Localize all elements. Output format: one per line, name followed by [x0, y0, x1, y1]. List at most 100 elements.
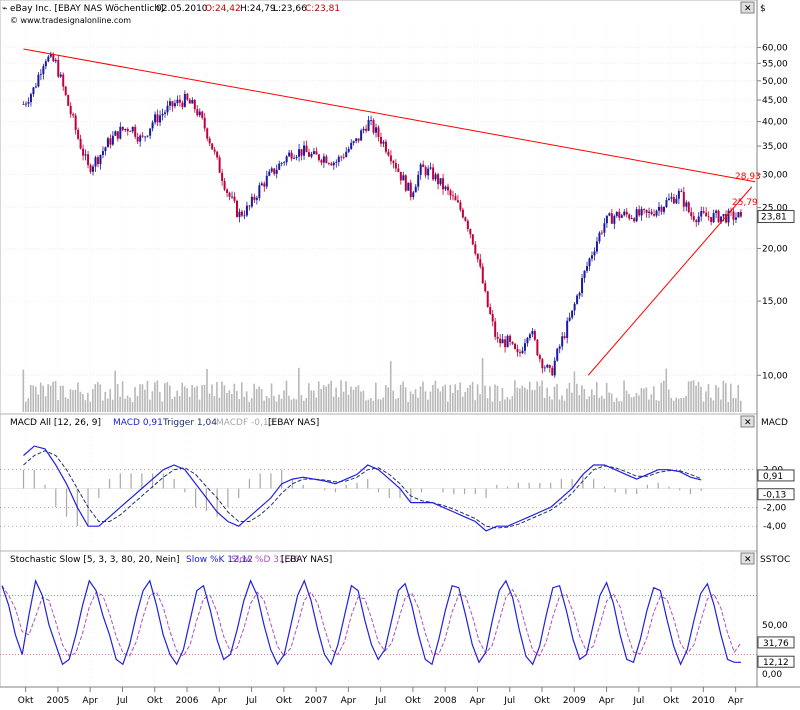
candle-body: [705, 212, 708, 217]
candle-body: [628, 214, 631, 219]
macd-marker-box: [757, 469, 795, 482]
candle-body: [672, 197, 675, 204]
candle-body: [315, 151, 318, 155]
candle-body: [610, 213, 613, 224]
volume-bar: [337, 397, 340, 412]
volume-bar: [240, 382, 243, 412]
volume-bar: [546, 387, 548, 412]
candle-body: [531, 331, 534, 335]
candle-body: [427, 168, 430, 176]
volume-bar: [245, 391, 248, 412]
close-price-panel-button[interactable]: ✕: [740, 1, 755, 14]
candle-body: [397, 168, 400, 172]
candle-body: [588, 258, 591, 267]
macd-histogram-bar: [453, 488, 455, 495]
candle-body: [365, 128, 368, 131]
volume-bar: [521, 385, 524, 412]
stoch-marker-label: 31,76: [763, 639, 789, 649]
candle-body: [496, 336, 499, 339]
candle-body: [255, 197, 258, 200]
price-tick-label: 15,00: [762, 297, 788, 307]
stoch-marker-box: [757, 636, 795, 649]
candle-body: [362, 128, 365, 131]
macd-marker-box: [757, 488, 795, 501]
volume-bar: [464, 391, 466, 412]
candle-body: [146, 135, 149, 137]
x-tick-label: Jul: [245, 696, 257, 706]
stoch-panel: [0, 550, 758, 688]
volume-bar: [655, 400, 658, 412]
candle-body: [722, 214, 725, 217]
volume-bar: [280, 398, 283, 412]
volume-bar: [660, 382, 663, 412]
volume-bar: [144, 389, 146, 412]
volume-bar: [208, 393, 211, 412]
volume-bar: [439, 391, 442, 412]
candle-body: [469, 229, 472, 235]
volume-bar: [687, 381, 690, 412]
volume-bar: [432, 384, 434, 412]
volume-bar: [648, 399, 650, 412]
candle-body: [253, 196, 256, 200]
volume-bar: [523, 387, 526, 412]
volume-bar: [193, 387, 196, 412]
volume-bar: [578, 395, 581, 412]
candle-body: [342, 156, 345, 158]
trigger-line: [23, 450, 702, 529]
volume-bar: [168, 385, 171, 412]
volume-bar: [307, 383, 310, 412]
volume-bar: [588, 396, 591, 412]
volume-bar: [99, 384, 102, 412]
volume-bar: [290, 399, 293, 412]
candle-body: [231, 196, 234, 198]
volume-bar: [437, 388, 439, 412]
volume-bar: [638, 395, 640, 412]
close-macd-panel-button[interactable]: ✕: [740, 415, 755, 428]
candle-body: [161, 113, 164, 116]
macd-histogram-bar: [119, 473, 121, 489]
volume-bar: [283, 390, 285, 412]
candle-body: [116, 131, 119, 139]
volume-bar: [600, 395, 603, 412]
candle-body: [392, 161, 395, 164]
volume-bar: [533, 389, 536, 412]
macd-histogram-bar: [141, 473, 143, 489]
volume-bar: [285, 380, 288, 412]
volume-bar: [233, 383, 236, 412]
macd-histogram-bar: [281, 469, 283, 489]
volume-bar: [610, 393, 613, 412]
candle-body: [404, 175, 407, 191]
volume-bar: [101, 400, 104, 412]
volume-bar: [590, 389, 593, 412]
candle-body: [623, 211, 626, 216]
volume-bar: [548, 396, 551, 412]
close-stoch-panel-button[interactable]: ✕: [740, 552, 755, 565]
candle-body: [293, 157, 296, 159]
candle-body: [667, 198, 670, 201]
candle-body: [394, 163, 397, 169]
candle-body: [332, 162, 335, 166]
source-credit: © www.tradesignalonline.com: [10, 16, 131, 25]
volume-bar: [126, 395, 129, 412]
volume-bar: [278, 394, 280, 412]
volume-bar: [737, 384, 740, 412]
candle-body: [471, 234, 474, 245]
volume-bar: [149, 399, 151, 412]
volume-bar: [576, 383, 578, 412]
volume-bar: [201, 384, 203, 412]
header-close: C:23,81: [305, 4, 340, 14]
volume-bar: [486, 398, 489, 412]
volume-bar: [675, 397, 677, 412]
volume-bar: [74, 389, 77, 412]
stoch-source-label: [EBAY NAS]: [281, 555, 332, 565]
candle-body: [697, 216, 700, 223]
macd-histogram-bar: [657, 482, 659, 489]
volume-bar: [198, 399, 201, 412]
candle-body: [52, 54, 55, 62]
volume-bar: [37, 394, 40, 412]
volume-bar: [273, 395, 275, 412]
macd-histogram-bar: [324, 488, 326, 491]
candle-body: [489, 307, 492, 314]
volume-bar: [645, 387, 648, 412]
